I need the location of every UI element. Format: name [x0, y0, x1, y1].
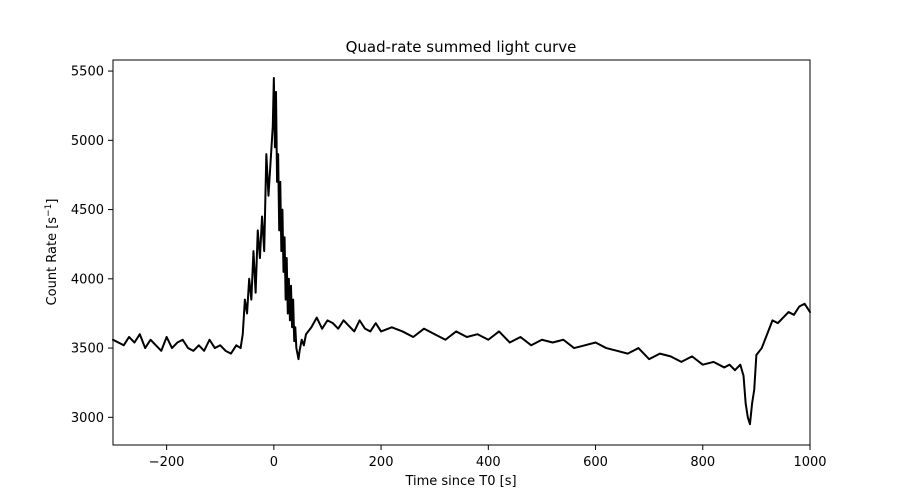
y-tick-label: 3000: [71, 411, 104, 426]
y-axis-label-close: ]: [45, 199, 60, 204]
y-axis-label-main: Count Rate [s: [45, 217, 60, 306]
chart-title: Quad-rate summed light curve: [346, 38, 577, 56]
y-tick-label: 3500: [71, 342, 104, 357]
x-tick-label: 800: [690, 455, 715, 470]
x-axis-ticks: −200 0 200 400 600 800 1000: [149, 445, 827, 470]
y-axis-ticks: 3000 3500 4000 4500 5000 5500: [71, 65, 113, 426]
y-tick-label: 4500: [71, 203, 104, 218]
y-tick-label: 4000: [71, 272, 104, 287]
x-tick-label: −200: [149, 455, 185, 470]
x-tick-label: 200: [369, 455, 394, 470]
y-tick-label: 5500: [71, 65, 104, 80]
y-tick-label: 5000: [71, 134, 104, 149]
y-axis-label-superscript: −1: [44, 204, 54, 217]
x-tick-label: 600: [583, 455, 608, 470]
x-axis-label: Time since T0 [s]: [404, 474, 516, 489]
x-tick-label: 400: [476, 455, 501, 470]
x-tick-label: 1000: [793, 455, 826, 470]
light-curve-line: [112, 77, 811, 426]
plot-frame: [112, 59, 811, 446]
y-axis-label: Count Rate [s−1]: [44, 199, 60, 306]
x-tick-label: 0: [270, 455, 278, 470]
